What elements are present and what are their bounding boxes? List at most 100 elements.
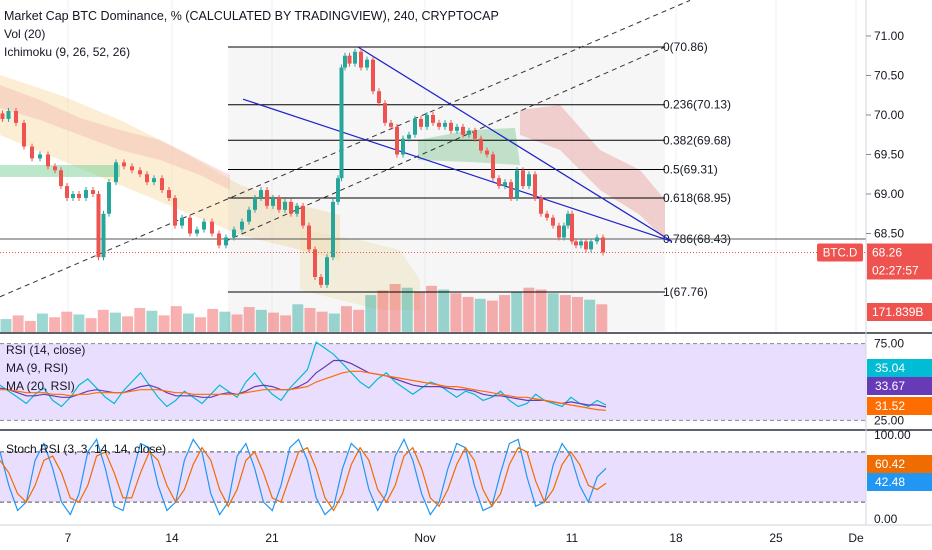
fib-label: 0.382(69.68) [663,133,731,147]
volume-bar [109,312,121,332]
ichimoku-label: Ichimoku (9, 26, 52, 26) [4,45,130,59]
candle-body [210,221,214,234]
stoch-rsi-pane[interactable] [0,437,866,516]
stoch-k-last-value: 42.48 [875,475,905,489]
candle-body [574,241,578,246]
volume-bar [268,312,279,332]
candle-body [84,190,88,198]
candle-body [180,217,184,226]
rsi-y-tick-label: 25.00 [874,413,904,427]
volume-bar [438,289,450,332]
candle-body [325,257,329,285]
candle-body [595,237,599,242]
candle-body [138,170,142,175]
candle-body [473,130,477,139]
candle-body [240,221,244,230]
candle-body [265,190,269,206]
candle-body [539,197,543,214]
fibonacci-zone [228,47,665,331]
candle-body [38,154,42,159]
candle-body [46,154,50,167]
candle-body [491,154,495,179]
candle-body [533,174,537,198]
stoch-lines [0,437,607,516]
candle-body [467,130,471,135]
candle-body [584,241,588,250]
volume-bar [219,311,231,332]
trendlines[interactable] [242,46,673,242]
candle-body [247,209,251,222]
candle-body [371,59,375,92]
volume-bar [353,309,365,332]
candle-body [343,55,347,68]
last-price-badge: 68.26 02:27:57 [867,243,932,280]
volume-bar [146,310,158,332]
candle-body [173,197,177,226]
stoch-y-tick-label: 100.00 [874,428,911,442]
candle-body [152,178,156,183]
candle-body [437,122,441,127]
y-tick-label: 68.50 [874,227,904,241]
candle-body [107,182,111,214]
channel-lines[interactable] [0,0,866,298]
x-tick-label: De [848,531,864,545]
candle-body [188,217,192,234]
candle-body [271,197,275,206]
candle-body [195,229,199,234]
fib-label: 0.5(69.31) [663,163,718,177]
candle-body [65,186,69,198]
candle-body [377,91,381,104]
candle-body [53,166,57,171]
stoch-value-badges: 60.42 42.48 [867,455,932,491]
trendline [357,46,673,242]
candle-body [71,194,75,198]
x-tick-label: Nov [414,531,435,545]
rsi-pane[interactable] [0,341,866,421]
volume-bar [547,293,559,332]
ma20-label: MA (20, RSI) [6,379,75,393]
volume-badge: 171.839B [867,303,932,321]
ma9-last-value: 33.67 [875,379,905,393]
x-tick-label: 7 [65,531,72,545]
volume-bar [365,295,377,332]
candle-body [455,126,459,131]
volume-bar [292,304,304,332]
volume-value: 171.839B [872,305,923,319]
volume-bar [401,287,413,332]
candle-body [419,118,423,127]
candle-body [347,55,352,64]
volume-bar [511,291,523,332]
candle-body [145,174,149,183]
volume-bar [280,315,292,332]
volume-bar [170,306,182,332]
volume-bar [474,298,486,332]
last-price-value: 68.26 [872,245,902,259]
volume-bar [462,296,474,332]
candle-body [509,182,513,198]
candle-body [413,118,417,135]
candle-body [289,201,293,214]
volume-bar [304,308,316,332]
candle-body [425,114,429,127]
fib-label: 1(67.76) [663,285,708,299]
rsi-label: RSI (14, close) [6,343,85,357]
price-axis[interactable]: 71.00 70.50 70.00 69.50 69.00 68.50 75.00 25.00… [866,29,911,526]
volume-bar [450,293,462,332]
volume-bar [122,316,134,332]
candle-body [359,51,363,68]
candle-body [6,111,11,119]
time-axis[interactable]: 7 14 21 Nov 11 18 25 De [65,531,864,545]
symbol-badge: BTC.D [817,243,863,262]
volume-bar [389,284,401,332]
volume-bar [231,314,243,332]
price-pane[interactable]: 0(70.86) 0.236(70.13) 0.382(69.68) 0.5(69.3… [0,0,866,525]
rsi-value-badges: 35.04 33.67 31.52 [867,359,932,415]
volume-bar [572,296,583,332]
candle-body [122,162,126,167]
x-tick-label: 25 [769,531,783,545]
y-tick-label: 71.00 [874,29,904,43]
candle-body [485,150,489,155]
volume-bar [61,311,73,332]
trendline [242,98,673,242]
